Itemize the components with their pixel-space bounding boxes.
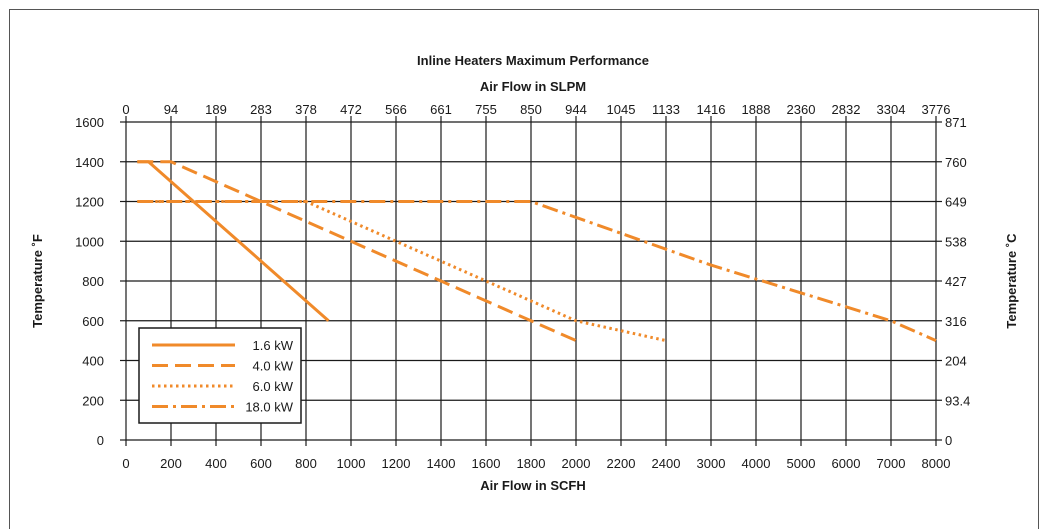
x2-tick-label: 1133 [652, 102, 680, 117]
y-tick-label: 200 [82, 393, 104, 408]
axis-layer: 0020094400189600283800378100047212005661… [75, 102, 970, 471]
y-tick-label: 800 [82, 274, 104, 289]
legend-label: 1.6 kW [253, 338, 294, 353]
x-tick-label: 2000 [562, 456, 591, 471]
x-tick-label: 200 [160, 456, 182, 471]
x2-tick-label: 2360 [787, 102, 816, 117]
legend: 1.6 kW 4.0 kW 6.0 kW 18.0 kW [138, 327, 302, 424]
x-tick-label: 3000 [697, 456, 726, 471]
y-tick-label: 1600 [75, 115, 104, 130]
y-tick-label: 1400 [75, 155, 104, 170]
x-tick-label: 0 [122, 456, 129, 471]
y2-tick-label: 871 [945, 115, 967, 130]
x2-tick-label: 3304 [877, 102, 906, 117]
x2-tick-label: 1416 [697, 102, 726, 117]
y2-tick-label: 93.4 [945, 393, 970, 408]
y-tick-label: 400 [82, 354, 104, 369]
y2-tick-label: 0 [945, 433, 952, 448]
y2-tick-label: 427 [945, 274, 967, 289]
series-line-4-0-kw [137, 160, 577, 342]
legend-label: 4.0 kW [253, 359, 294, 374]
x-tick-label: 800 [295, 456, 317, 471]
x2-tick-label: 566 [385, 102, 407, 117]
x-tick-label: 6000 [832, 456, 861, 471]
x-tick-label: 1400 [427, 456, 456, 471]
x2-tick-label: 189 [205, 102, 227, 117]
legend-label: 18.0 kW [245, 400, 293, 415]
y2-tick-label: 538 [945, 234, 967, 249]
y2-tick-label: 760 [945, 155, 967, 170]
x2-tick-label: 944 [565, 102, 587, 117]
x2-tick-label: 378 [295, 102, 317, 117]
bottom-x-axis-title: Air Flow in SCFH [480, 478, 585, 493]
x2-tick-label: 472 [340, 102, 362, 117]
x-tick-label: 1000 [337, 456, 366, 471]
chart-title: Inline Heaters Maximum Performance [417, 53, 649, 68]
y-tick-label: 1200 [75, 195, 104, 210]
y2-tick-label: 204 [945, 354, 967, 369]
y-tick-label: 0 [97, 433, 104, 448]
x2-tick-label: 2832 [832, 102, 861, 117]
x2-tick-label: 850 [520, 102, 542, 117]
x-tick-label: 4000 [742, 456, 771, 471]
right-y-axis-title: Temperature ˚C [1004, 233, 1019, 329]
x-tick-label: 1800 [517, 456, 546, 471]
x2-tick-label: 1045 [607, 102, 636, 117]
x2-tick-label: 283 [250, 102, 272, 117]
left-y-axis-title: Temperature ˚F [30, 234, 45, 328]
x2-tick-label: 661 [430, 102, 452, 117]
x-tick-label: 1200 [382, 456, 411, 471]
y-tick-label: 1000 [75, 234, 104, 249]
x2-tick-label: 94 [164, 102, 178, 117]
x-tick-label: 2200 [607, 456, 636, 471]
x-tick-label: 600 [250, 456, 272, 471]
x-tick-label: 5000 [787, 456, 816, 471]
x2-tick-label: 755 [475, 102, 497, 117]
x2-tick-label: 3776 [922, 102, 951, 117]
x-tick-label: 1600 [472, 456, 501, 471]
legend-label: 6.0 kW [253, 379, 294, 394]
series-line-18-0-kw [137, 200, 937, 342]
y2-tick-label: 316 [945, 314, 967, 329]
x2-tick-label: 1888 [742, 102, 771, 117]
series-layer [137, 160, 937, 343]
x-tick-label: 400 [205, 456, 227, 471]
y2-tick-label: 649 [945, 195, 967, 210]
x2-tick-label: 0 [122, 102, 129, 117]
top-x-axis-title: Air Flow in SLPM [480, 79, 586, 94]
chart-frame [9, 9, 1039, 529]
x-tick-label: 2400 [652, 456, 681, 471]
y-tick-label: 600 [82, 314, 104, 329]
x-tick-label: 8000 [922, 456, 951, 471]
x-tick-label: 7000 [877, 456, 906, 471]
